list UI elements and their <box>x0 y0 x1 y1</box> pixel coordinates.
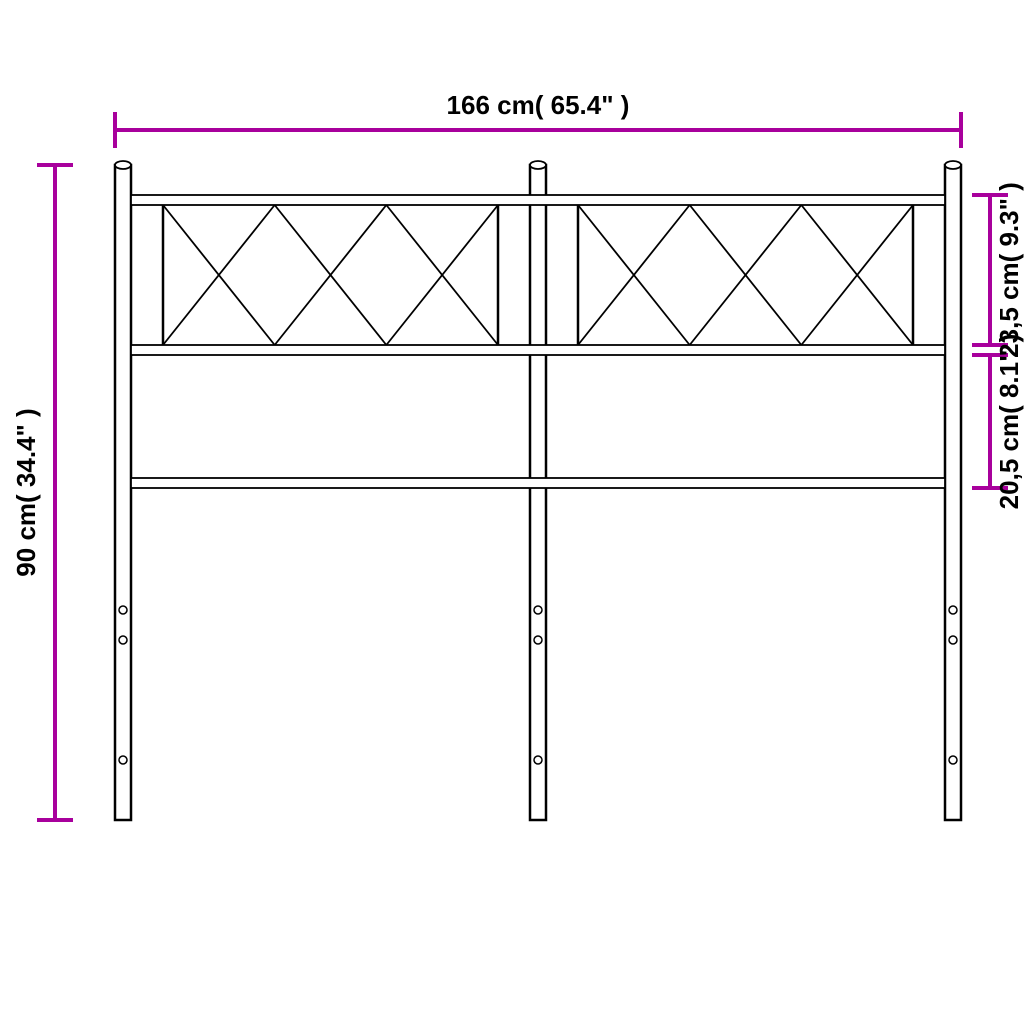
post-cap <box>530 161 546 169</box>
post-cap <box>945 161 961 169</box>
rail-mid <box>131 345 945 355</box>
post-cap <box>115 161 131 169</box>
post <box>530 165 546 820</box>
rail-top <box>131 195 945 205</box>
headboard-drawing <box>115 161 961 820</box>
rail-bottom <box>131 478 945 488</box>
dim-label: 90 cm( 34.4" ) <box>11 408 41 576</box>
post <box>115 165 131 820</box>
dim-label: 20,5 cm( 8.1" ) <box>994 334 1024 510</box>
post <box>945 165 961 820</box>
dim-label: 166 cm( 65.4" ) <box>447 90 630 120</box>
dim-label: 23,5 cm( 9.3" ) <box>994 182 1024 358</box>
